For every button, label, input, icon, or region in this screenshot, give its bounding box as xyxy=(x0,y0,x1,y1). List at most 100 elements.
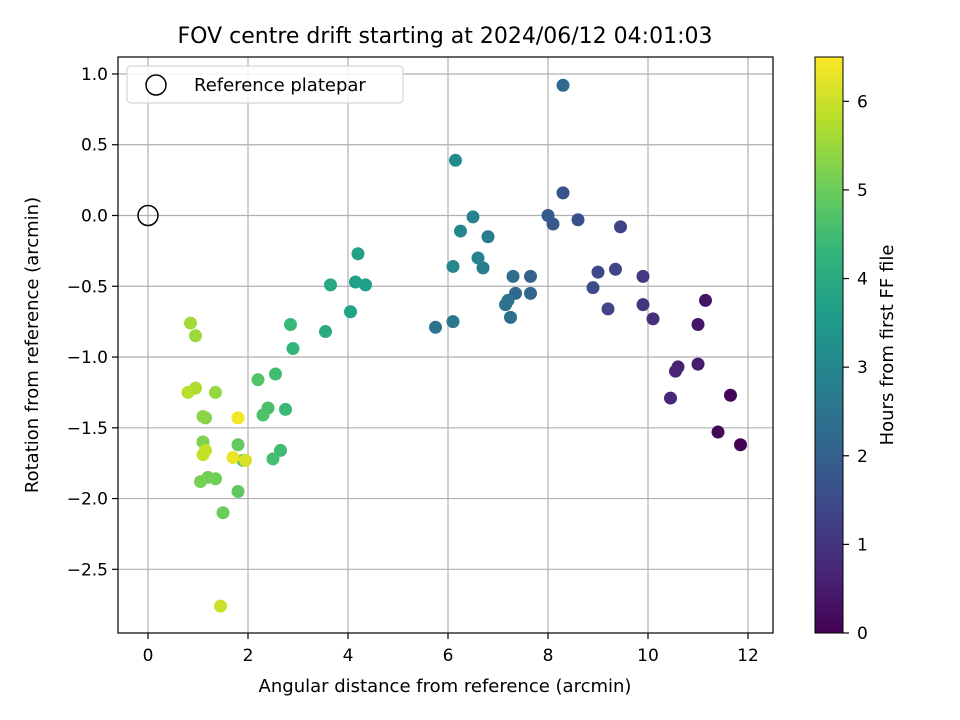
chart-title: FOV centre drift starting at 2024/06/12 … xyxy=(178,24,713,49)
data-point xyxy=(196,409,210,423)
y-tick-label: 1.0 xyxy=(81,65,108,85)
data-point xyxy=(466,210,480,224)
colorbar xyxy=(814,56,844,634)
y-tick-label: −2.5 xyxy=(67,560,108,580)
data-point xyxy=(226,451,240,465)
data-point xyxy=(324,278,337,292)
data-point xyxy=(429,320,442,334)
y-tick-label: −2.0 xyxy=(67,490,108,510)
data-point xyxy=(691,317,705,331)
data-point xyxy=(664,391,677,405)
data-point xyxy=(256,408,270,422)
colorbar-ticks: 0 1 2 3 4 5 6 xyxy=(843,92,868,644)
data-point xyxy=(184,316,197,330)
data-point xyxy=(499,298,512,312)
data-point xyxy=(209,385,222,399)
data-point xyxy=(286,342,300,356)
data-point xyxy=(449,153,462,167)
data-point xyxy=(446,259,460,273)
y-tick-label: 0.0 xyxy=(81,207,108,227)
x-tick-label: 12 xyxy=(737,646,759,666)
x-tick-label: 10 xyxy=(637,646,659,666)
data-point xyxy=(214,599,227,613)
data-point xyxy=(279,402,292,416)
data-point xyxy=(251,373,265,387)
x-axis-ticks: 0 2 4 6 8 10 12 xyxy=(143,633,759,666)
colorbar-tick-label: 1 xyxy=(857,535,868,555)
data-point xyxy=(524,286,537,300)
data-point xyxy=(614,220,627,234)
data-point xyxy=(231,438,245,452)
data-point xyxy=(541,209,555,223)
data-point xyxy=(699,293,712,307)
data-point xyxy=(194,475,207,489)
data-point xyxy=(344,305,357,319)
y-tick-label: −1.0 xyxy=(67,348,108,368)
x-tick-label: 4 xyxy=(343,646,354,666)
data-point xyxy=(636,298,650,312)
data-point xyxy=(181,385,195,399)
data-point xyxy=(196,448,210,462)
colorbar-tick-label: 5 xyxy=(857,181,868,201)
y-axis-label: Rotation from reference (arcmin) xyxy=(22,197,43,493)
data-point xyxy=(446,315,460,329)
y-axis-ticks: 1.0 0.5 0.0 −0.5 −1.0 −1.5 −2.0 −2.5 xyxy=(67,65,118,580)
data-point xyxy=(266,452,280,466)
data-point xyxy=(351,247,365,261)
x-tick-label: 2 xyxy=(243,646,254,666)
grid-lines xyxy=(118,57,773,633)
x-axis-label: Angular distance from reference (arcmin) xyxy=(259,676,632,697)
data-points xyxy=(181,78,747,613)
data-point xyxy=(454,224,467,238)
data-point xyxy=(691,357,705,371)
data-point xyxy=(504,310,517,324)
y-tick-label: −0.5 xyxy=(67,277,108,297)
data-point xyxy=(506,269,520,283)
colorbar-tick-label: 4 xyxy=(857,270,868,290)
legend-box xyxy=(126,65,404,104)
data-point xyxy=(349,275,362,289)
data-point xyxy=(216,506,230,520)
data-point xyxy=(231,484,245,498)
colorbar-tick-label: 3 xyxy=(857,358,868,378)
data-point xyxy=(239,453,252,467)
x-tick-label: 6 xyxy=(443,646,454,666)
data-point xyxy=(586,281,600,295)
data-point xyxy=(556,78,570,92)
data-point xyxy=(476,261,490,275)
legend-label-reference-platepar: Reference platepar xyxy=(194,75,366,96)
y-tick-label: 0.5 xyxy=(81,136,108,156)
data-point xyxy=(359,278,372,292)
y-tick-label: −1.5 xyxy=(67,419,108,439)
x-tick-label: 0 xyxy=(143,646,154,666)
data-point xyxy=(524,269,537,283)
data-point xyxy=(481,230,495,244)
colorbar-label: Hours from first FF file xyxy=(877,245,898,446)
colorbar-tick-label: 6 xyxy=(857,92,868,112)
data-point xyxy=(571,213,585,227)
data-point xyxy=(724,388,737,402)
plot-frame xyxy=(117,56,774,634)
legend: Reference platepar xyxy=(126,65,404,104)
x-tick-label: 8 xyxy=(543,646,554,666)
legend-marker-open-circle xyxy=(145,74,167,96)
data-point xyxy=(319,325,332,339)
data-point xyxy=(471,251,485,265)
data-point xyxy=(269,367,282,381)
data-point xyxy=(601,302,615,316)
data-point xyxy=(231,411,245,425)
data-point xyxy=(284,317,297,331)
data-point xyxy=(274,443,287,457)
data-point xyxy=(609,262,622,276)
data-point xyxy=(189,329,202,343)
data-point xyxy=(669,364,682,378)
data-point xyxy=(636,269,650,283)
colorbar-tick-label: 2 xyxy=(857,447,868,467)
colorbar-tick-label: 0 xyxy=(857,624,868,644)
data-point xyxy=(734,438,747,452)
data-point xyxy=(646,312,660,326)
data-point xyxy=(591,265,605,279)
data-point xyxy=(556,186,570,200)
data-point xyxy=(711,425,725,439)
